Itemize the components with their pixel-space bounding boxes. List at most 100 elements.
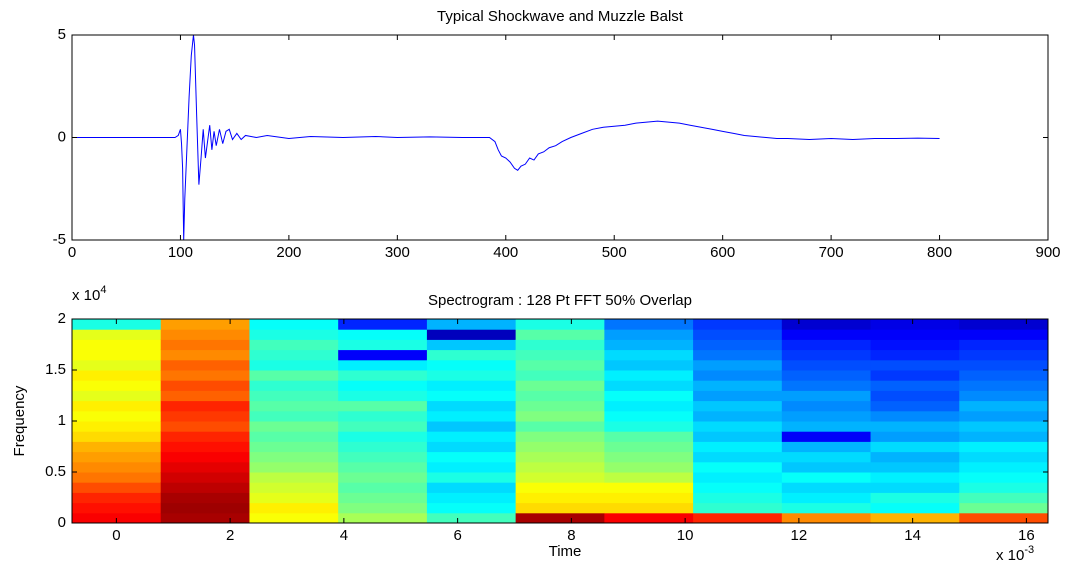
- heatmap-cell: [781, 451, 872, 463]
- heatmap-cell: [72, 380, 162, 391]
- multiplier-base: x 10: [72, 287, 100, 304]
- heatmap-cell: [781, 410, 872, 422]
- heatmap-cell: [338, 472, 428, 483]
- heatmap-cell: [338, 380, 428, 391]
- heatmap-cell: [870, 441, 960, 453]
- heatmap-cell: [160, 461, 250, 473]
- heatmap-cell: [426, 512, 517, 523]
- plot-area: [72, 319, 1048, 523]
- heatmap-cell: [870, 472, 960, 483]
- x-tick-label: 8: [567, 527, 575, 544]
- heatmap-cell: [693, 359, 783, 371]
- heatmap-cell: [160, 410, 250, 422]
- heatmap-cell: [515, 339, 605, 351]
- heatmap-cell: [870, 319, 960, 330]
- heatmap-cell: [693, 492, 783, 504]
- heatmap-cell: [693, 431, 783, 442]
- heatmap-cell: [72, 370, 162, 381]
- heatmap-cell: [515, 461, 605, 473]
- heatmap-cell: [870, 431, 960, 442]
- heatmap-cell: [426, 329, 517, 340]
- heatmap-cell: [426, 461, 517, 473]
- heatmap-cell: [249, 421, 339, 432]
- heatmap-cell: [959, 319, 1048, 330]
- heatmap-cell: [338, 441, 428, 453]
- heatmap-cell: [693, 512, 783, 523]
- heatmap-cell: [515, 472, 605, 483]
- heatmap-cell: [959, 461, 1048, 473]
- x-tick-label: 900: [1035, 244, 1060, 261]
- heatmap-cell: [959, 451, 1048, 463]
- heatmap-cell: [693, 421, 783, 432]
- y-axis-label: Frequency: [11, 385, 28, 456]
- heatmap-cell: [959, 380, 1048, 391]
- heatmap-cell: [959, 400, 1048, 412]
- heatmap-cell: [781, 461, 872, 473]
- x-tick-label: 800: [927, 244, 952, 261]
- heatmap-cell: [781, 329, 872, 340]
- heatmap-cell: [604, 390, 694, 402]
- heatmap-cell: [959, 339, 1048, 351]
- heatmap-cell: [249, 512, 339, 523]
- heatmap-cell: [426, 339, 517, 351]
- heatmap-cell: [870, 370, 960, 381]
- heatmap-cell: [160, 431, 250, 442]
- heatmap-cell: [249, 410, 339, 422]
- heatmap-cell: [249, 380, 339, 391]
- heatmap-cell: [249, 319, 339, 330]
- x-tick-label: 16: [1018, 527, 1035, 544]
- heatmap-cell: [604, 482, 694, 493]
- heatmap-cell: [249, 482, 339, 493]
- heatmap-cell: [515, 502, 605, 514]
- heatmap-cell: [160, 441, 250, 453]
- heatmap-cell: [72, 431, 162, 442]
- heatmap-cell: [515, 410, 605, 422]
- heatmap-cell: [160, 390, 250, 402]
- heatmap-cell: [72, 472, 162, 483]
- heatmap-cell: [515, 380, 605, 391]
- heatmap-cell: [870, 349, 960, 361]
- x-multiplier: x 10-3: [996, 544, 1034, 564]
- x-tick-label: 10: [677, 527, 694, 544]
- heatmap-cell: [338, 461, 428, 473]
- heatmap-cell: [781, 390, 872, 402]
- heatmap-cell: [781, 349, 872, 361]
- heatmap-cell: [515, 451, 605, 463]
- heatmap-cell: [870, 390, 960, 402]
- x-tick-label: 200: [276, 244, 301, 261]
- y-tick-label: 0: [58, 514, 66, 531]
- heatmap-cell: [249, 502, 339, 514]
- heatmap-cell: [959, 441, 1048, 453]
- heatmap-cell: [426, 441, 517, 453]
- y-tick-label: 1.5: [45, 361, 66, 378]
- heatmap-cell: [604, 431, 694, 442]
- heatmap-cell: [426, 349, 517, 361]
- heatmap-cell: [72, 441, 162, 453]
- heatmap-cell: [515, 492, 605, 504]
- heatmap-cell: [249, 329, 339, 340]
- heatmap-cell: [959, 390, 1048, 402]
- heatmap-cell: [515, 512, 605, 523]
- heatmap-cell: [870, 400, 960, 412]
- heatmap-cell: [72, 339, 162, 351]
- heatmap-cell: [249, 431, 339, 442]
- heatmap-cell: [338, 482, 428, 493]
- heatmap-cell: [338, 319, 428, 330]
- heatmap-cell: [604, 400, 694, 412]
- heatmap-cell: [249, 390, 339, 402]
- heatmap-cell: [338, 431, 428, 442]
- heatmap-cell: [604, 329, 694, 340]
- heatmap-cell: [338, 349, 428, 361]
- heatmap-cell: [338, 512, 428, 523]
- heatmap-cell: [781, 339, 872, 351]
- heatmap-cell: [515, 349, 605, 361]
- heatmap-cell: [426, 359, 517, 371]
- heatmap-cell: [870, 492, 960, 504]
- heatmap-cell: [160, 380, 250, 391]
- heatmap-cell: [338, 339, 428, 351]
- heatmap-cell: [338, 410, 428, 422]
- heatmap-cell: [959, 410, 1048, 422]
- heatmap-cell: [870, 502, 960, 514]
- heatmap-cell: [604, 421, 694, 432]
